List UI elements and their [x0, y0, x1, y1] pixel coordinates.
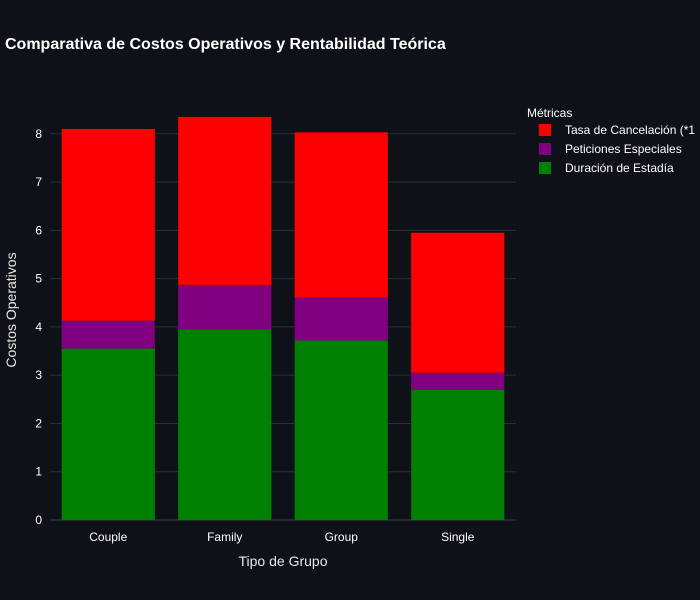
x-tick-labels: Couple Family Group Single: [89, 530, 475, 544]
chart-title: Comparativa de Costos Operativos y Renta…: [5, 36, 446, 53]
y-tick-label: 4: [35, 320, 42, 334]
bar-segment: [411, 389, 505, 520]
x-tick-label: Family: [207, 530, 242, 544]
bar-segment: [294, 340, 388, 520]
legend-entry-label: Peticiones Especiales: [565, 142, 682, 156]
y-tick-label: 5: [35, 272, 42, 286]
legend-entry-label: Tasa de Cancelación (*1: [565, 123, 695, 137]
bar-segment: [61, 348, 155, 520]
x-tick-label: Group: [325, 530, 359, 544]
bar-segment: [411, 232, 505, 373]
y-tick-label: 0: [35, 513, 42, 527]
legend-swatch: [539, 143, 551, 155]
y-tick-label: 2: [35, 416, 42, 430]
x-tick-label: Single: [441, 530, 475, 544]
legend-entry-label: Duración de Estadía: [565, 161, 674, 175]
y-tick-labels: 0 1 2 3 4 5 6 7 8: [35, 127, 42, 527]
legend-title: Métricas: [527, 106, 572, 120]
y-axis-title: Costos Operativos: [3, 252, 19, 367]
y-tick-label: 3: [35, 368, 42, 382]
bar-segment: [178, 329, 272, 520]
bar-segment: [178, 116, 272, 285]
legend: Métricas Tasa de Cancelación (*1 Peticion…: [527, 106, 695, 175]
y-tick-label: 1: [35, 465, 42, 479]
y-tick-label: 8: [35, 127, 42, 141]
bar-segment: [178, 284, 272, 330]
bar-segment: [294, 297, 388, 341]
x-axis-title: Tipo de Grupo: [239, 553, 328, 569]
legend-swatch: [539, 124, 551, 136]
legend-swatch: [539, 162, 551, 174]
bar-segment: [294, 132, 388, 298]
x-tick-label: Couple: [89, 530, 127, 544]
y-tick-label: 6: [35, 223, 42, 237]
bar-segment: [61, 128, 155, 321]
y-tick-label: 7: [35, 175, 42, 189]
bars: [61, 116, 505, 520]
bar-segment: [411, 372, 505, 390]
bar-segment: [61, 320, 155, 349]
